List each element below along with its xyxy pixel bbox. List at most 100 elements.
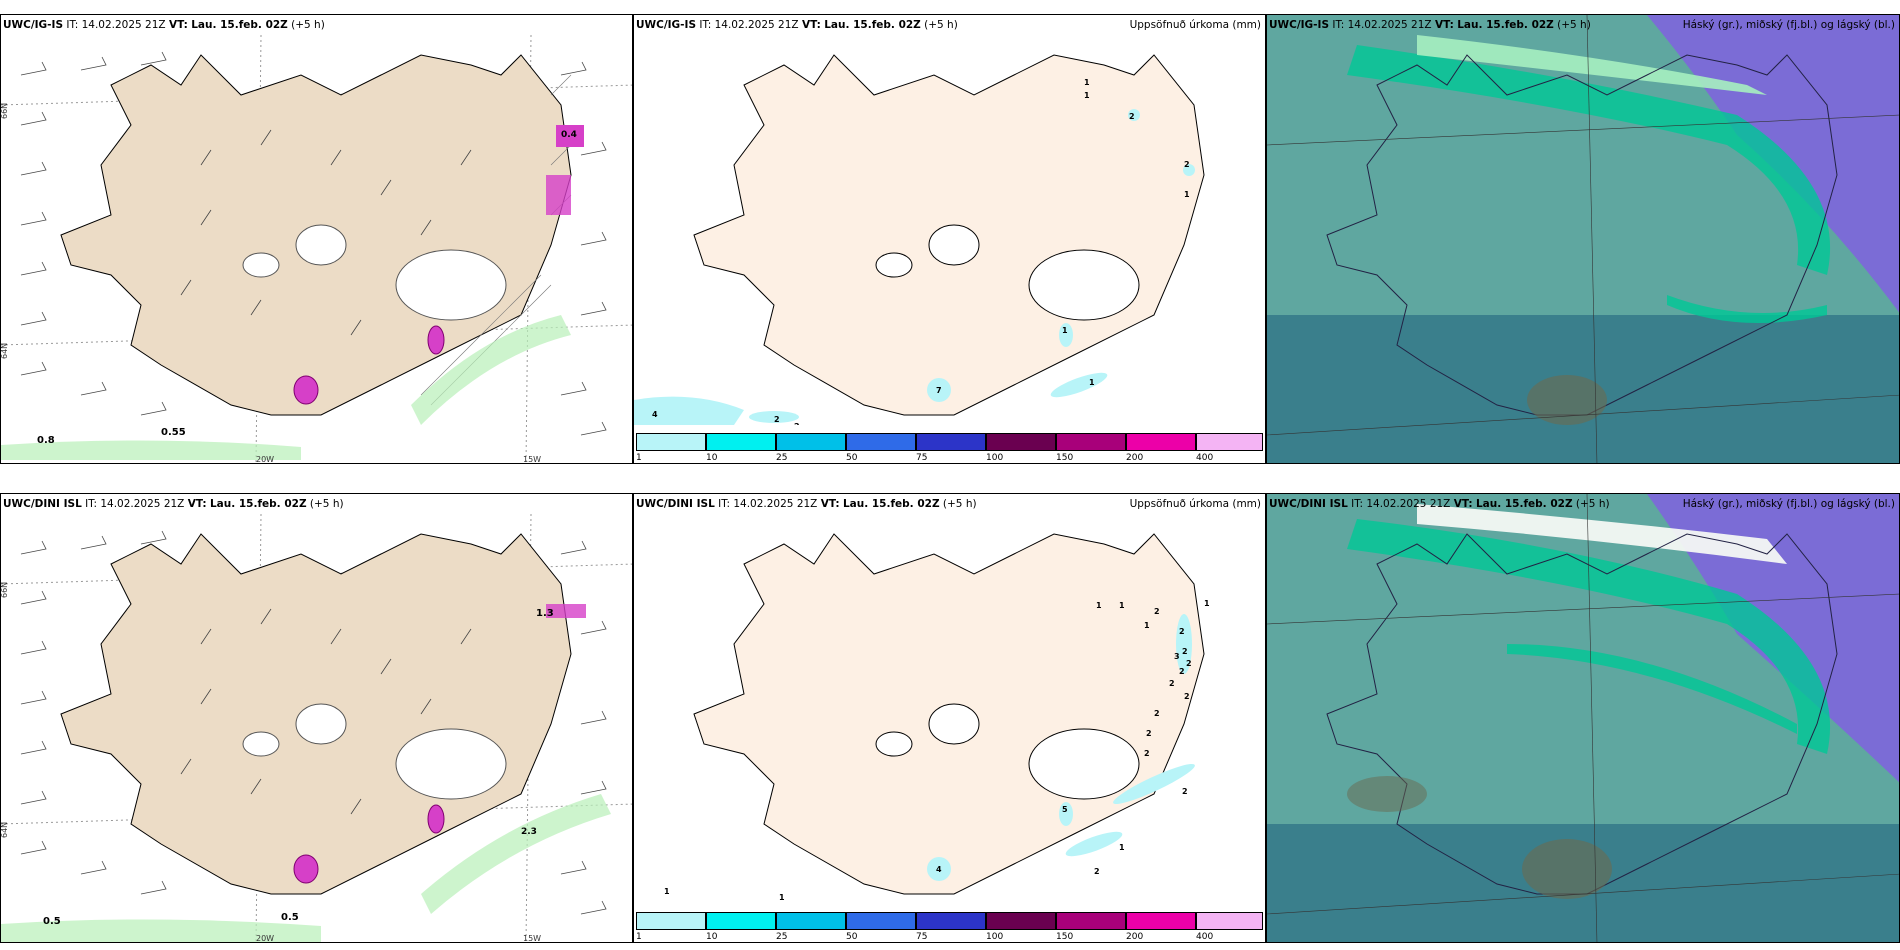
colorbar-tick: 25 [776, 932, 788, 942]
colorbar-tick: 50 [846, 932, 858, 942]
colorbar-tick: 200 [1126, 932, 1144, 942]
lon-label: 20W [256, 455, 274, 464]
colorbar-swatch [1126, 912, 1196, 930]
colorbar-tick: 10 [706, 932, 718, 942]
lat-label: 66N [1, 582, 9, 598]
colorbar-tick: 1 [636, 453, 642, 463]
colorbar-tick: 100 [986, 453, 1004, 463]
panel-header: UWC/DINI ISL IT: 14.02.2025 21Z VT: Lau.… [1269, 498, 1895, 510]
colorbar-swatch [1056, 912, 1126, 930]
init-time: IT: 14.02.2025 21Z [66, 19, 166, 31]
svg-text:2: 2 [1146, 729, 1152, 738]
model-name: UWC/IG-IS [3, 19, 64, 31]
panel-field-title: Uppsöfnuð úrkoma (mm) [1129, 19, 1261, 31]
colorbar-swatch [706, 912, 776, 930]
svg-text:2: 2 [1094, 867, 1100, 876]
svg-text:7: 7 [936, 386, 942, 395]
colorbar-swatch [1196, 433, 1263, 451]
colorbar-swatch [706, 433, 776, 451]
svg-text:1: 1 [1084, 78, 1090, 87]
valid-time: Lau. 15.feb. 02Z [191, 19, 288, 31]
model-name: UWC/IG-IS [1269, 19, 1330, 31]
colorbar-tick: 200 [1126, 453, 1144, 463]
panel-header: UWC/DINI ISL IT: 14.02.2025 21Z VT: Lau.… [3, 498, 344, 510]
colorbar-swatch [636, 912, 706, 930]
svg-text:2: 2 [1129, 112, 1135, 121]
contour-label: 0.4 [561, 130, 577, 140]
lat-label: 66N [1, 103, 9, 119]
colorbar-swatch [1196, 912, 1263, 930]
svg-text:1: 1 [1089, 378, 1095, 387]
colorbar-swatch [916, 912, 986, 930]
model-name: UWC/IG-IS [636, 19, 697, 31]
colorbar-swatch [1126, 433, 1196, 451]
svg-text:2: 2 [1154, 607, 1160, 616]
svg-text:1: 1 [1184, 190, 1190, 199]
colorbar-swatch [776, 433, 846, 451]
precip-map: 1 1 2 1 2 2 3 2 2 2 2 2 2 2 5 1 2 1 2 4 … [664, 533, 1210, 902]
svg-text:1: 1 [1119, 601, 1125, 610]
svg-text:2: 2 [1182, 647, 1188, 656]
colorbar-tick: 150 [1056, 932, 1074, 942]
svg-text:2: 2 [1144, 749, 1150, 758]
wind-map: 0.5 0.5 1.3 2.3 20W 15W 66N 64N [1, 513, 632, 943]
colorbar-tick: 25 [776, 453, 788, 463]
colorbar-swatch [1056, 433, 1126, 451]
svg-text:2: 2 [1184, 160, 1190, 169]
svg-text:1: 1 [664, 887, 670, 896]
precip-colorbar: 1 10 25 50 75 100 150 200 400 [636, 912, 1263, 942]
svg-text:2: 2 [774, 415, 780, 424]
contour-label: 0.55 [161, 427, 186, 438]
colorbar-swatch [986, 433, 1056, 451]
colorbar-tick: 400 [1196, 932, 1214, 942]
svg-text:4: 4 [652, 410, 658, 419]
colorbar-swatch [846, 433, 916, 451]
contour-label: 0.8 [37, 435, 55, 446]
model-name: UWC/DINI ISL [636, 498, 715, 510]
svg-text:1: 1 [1084, 91, 1090, 100]
model-name: UWC/DINI ISL [1269, 498, 1348, 510]
map-panel-clouds-igis: UWC/IG-IS IT: 14.02.2025 21Z VT: Lau. 15… [1266, 14, 1900, 464]
colorbar-swatch [636, 433, 706, 451]
panel-field-title: Háský (gr.), miðský (fj.bl.) og lágský (… [1682, 498, 1895, 510]
map-panel-precip-dini: UWC/DINI ISL IT: 14.02.2025 21Z VT: Lau.… [633, 493, 1266, 943]
svg-text:5: 5 [1062, 805, 1068, 814]
map-panel-precip-igis: UWC/IG-IS IT: 14.02.2025 21Z VT: Lau. 15… [633, 14, 1266, 464]
svg-text:2: 2 [1169, 679, 1175, 688]
map-panel-clouds-dini: UWC/DINI ISL IT: 14.02.2025 21Z VT: Lau.… [1266, 493, 1900, 943]
panel-header: UWC/DINI ISL IT: 14.02.2025 21Z VT: Lau.… [636, 498, 1261, 510]
contour-label: 0.5 [281, 912, 299, 923]
colorbar-swatch [776, 912, 846, 930]
map-panel-wind-dini: 0.5 0.5 1.3 2.3 20W 15W 66N 64N UWC/DINI… [0, 493, 633, 943]
colorbar-tick: 75 [916, 932, 928, 942]
svg-text:4: 4 [936, 865, 942, 874]
colorbar-tick: 50 [846, 453, 858, 463]
svg-text:2: 2 [1154, 709, 1160, 718]
cloud-map [1267, 494, 1899, 942]
precip-colorbar: 1 10 25 50 75 100 150 200 400 [636, 433, 1263, 463]
colorbar-swatch [916, 433, 986, 451]
panel-header: UWC/IG-IS IT: 14.02.2025 21Z VT: Lau. 15… [3, 19, 325, 31]
svg-text:2: 2 [1184, 692, 1190, 701]
lat-label: 64N [1, 822, 9, 838]
colorbar-tick: 1 [636, 932, 642, 942]
panel-header: UWC/IG-IS IT: 14.02.2025 21Z VT: Lau. 15… [1269, 19, 1895, 31]
contour-label: 0.5 [43, 916, 61, 927]
lon-label: 15W [523, 934, 541, 943]
svg-text:1: 1 [1204, 599, 1210, 608]
colorbar-swatch [846, 912, 916, 930]
lon-label: 20W [256, 934, 274, 943]
panel-field-title: Uppsöfnuð úrkoma (mm) [1129, 498, 1261, 510]
colorbar-tick: 100 [986, 932, 1004, 942]
lead-time: (+5 h) [291, 19, 325, 31]
svg-text:2: 2 [1179, 667, 1185, 676]
svg-text:2: 2 [1179, 627, 1185, 636]
map-panel-wind-igis: UWC/IG-IS IT: 14.02.2025 21Z VT: Lau. 15… [0, 14, 633, 464]
model-name: UWC/DINI ISL [3, 498, 82, 510]
svg-text:2: 2 [1182, 787, 1188, 796]
colorbar-tick: 75 [916, 453, 928, 463]
svg-text:1: 1 [1144, 621, 1150, 630]
colorbar-tick: 10 [706, 453, 718, 463]
lat-label: 64N [1, 343, 9, 359]
precip-map: 1 1 2 2 1 1 7 4 2 2 1 [634, 54, 1205, 425]
